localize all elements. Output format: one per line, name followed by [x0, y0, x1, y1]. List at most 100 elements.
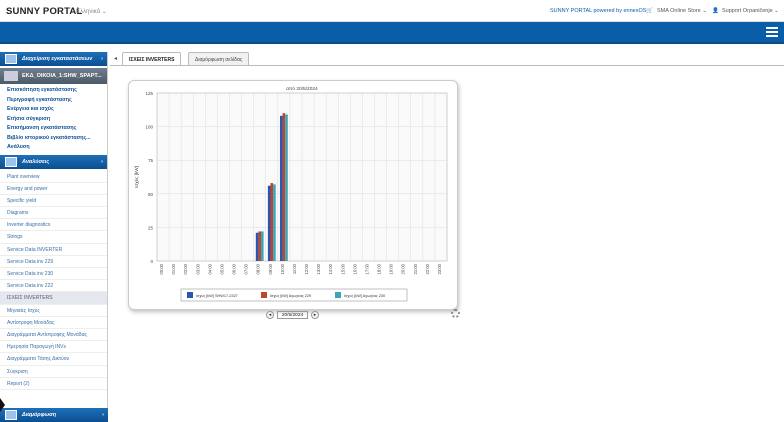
chart-panel: 0 25 50 75 100 125 από 20/5/2024 Ισχύς [kW] 00:0… [128, 80, 458, 310]
language-select[interactable]: Ελληνικά ⌄ [76, 9, 107, 15]
sidebar-analysis-item[interactable]: Μηνιαίες Ισχύς [0, 305, 107, 317]
x-tick-label: 19:00 [389, 263, 394, 274]
plant-icon [4, 71, 18, 81]
legend-label: Ισχύς [kW] Αγωγέας 229 [270, 294, 311, 298]
hamburger-menu-icon[interactable] [766, 27, 778, 37]
chart-title: από 20/5/2024 [286, 85, 318, 92]
chart-settings-gear-icon[interactable] [451, 309, 460, 318]
powered-by-link[interactable]: SUNNY PORTAL powered by ennexOS [550, 8, 647, 14]
legend-swatch [335, 292, 341, 298]
sidebar-analysis-item[interactable]: Report (2) [0, 378, 107, 390]
y-tick-label: 25 [148, 225, 154, 230]
sidebar-section-analyses[interactable]: Αναλύσεις › [0, 154, 107, 169]
sidebar-analyses-list: Plant overview Energy and power Specific y… [0, 171, 107, 390]
x-tick-label: 09:00 [268, 263, 273, 274]
bar-2 [270, 183, 274, 261]
sidebar-analysis-item[interactable]: Inverter diagnostics [0, 219, 107, 232]
date-field[interactable]: 20/5/2024 [277, 311, 308, 319]
sidebar-analysis-item[interactable]: Service Data inv 222 [0, 280, 107, 293]
sidebar-analysis-item[interactable]: Σύγκριση [0, 366, 107, 378]
sidebar-nav-item[interactable]: Ενέργεια και ισχύς [7, 106, 54, 112]
sidebar-section-configuration[interactable]: Διαμόρφωση › [0, 408, 108, 422]
x-tick-label: 15:00 [340, 263, 345, 274]
y-tick-label: 50 [148, 192, 154, 197]
sidebar-analysis-item[interactable]: Specific yield [0, 195, 107, 208]
sidebar-analysis-item[interactable]: Service Data inv 230 [0, 268, 107, 281]
x-tick-label: 05:00 [219, 263, 224, 274]
bar-1 [267, 185, 271, 261]
tab-divider [110, 65, 784, 66]
mouse-cursor-icon [0, 398, 5, 412]
sidebar-analysis-item[interactable]: Διαγράμματα Αντίστροφης Μονάδας [0, 329, 107, 342]
y-axis-label: Ισχύς [kW] [133, 166, 139, 188]
sidebar-analysis-item[interactable]: Plant overview [0, 171, 107, 183]
bar-2 [258, 231, 262, 261]
bar-1 [279, 115, 283, 262]
x-tick-label: 02:00 [183, 263, 188, 274]
top-bar: SUNNY PORTAL Ελληνικά ⌄ SUNNY PORTAL pow… [0, 0, 784, 22]
x-tick-label: 06:00 [232, 263, 237, 274]
tab-inverter-power[interactable]: ΙΣΧΕΙΣ INVERTERS [122, 52, 182, 66]
x-tick-label: 21:00 [413, 263, 418, 274]
sidebar-analysis-item[interactable]: Διαγράμματα Τάσης Δικτύου [0, 353, 107, 366]
sidebar-analysis-item[interactable]: Energy and power [0, 183, 107, 195]
sidebar: Διαχείριση εγκαταστάσεων › ΕΚΔ_ΟΙΚΟΙΑ_1:… [0, 52, 108, 422]
bar-1 [255, 232, 259, 261]
sidebar-nav-item[interactable]: Ετήσια σύγκριση [7, 115, 51, 122]
x-tick-label: 20:00 [401, 263, 406, 274]
chevron-icon: › [102, 412, 104, 418]
x-tick-label: 00:00 [159, 263, 164, 274]
x-tick-label: 11:00 [292, 263, 297, 274]
sidebar-plant-header[interactable]: ΕΚΔ_ΟΙΚΟΙΑ_1:SHW_SPAPT... [0, 68, 107, 84]
sidebar-analysis-item[interactable]: Strings [0, 231, 107, 244]
x-tick-label: 01:00 [171, 263, 176, 274]
chevron-icon: › [101, 158, 103, 165]
user-menu[interactable]: Support Ограničenje ⌄ [722, 8, 779, 14]
navigation-bar [0, 22, 784, 44]
x-tick-label: 13:00 [316, 263, 321, 274]
sidebar-analysis-item[interactable]: Diagrams [0, 207, 107, 220]
bar-2 [282, 113, 286, 261]
x-tick-label: 07:00 [244, 263, 249, 274]
y-tick-label: 75 [148, 158, 154, 163]
sidebar-nav-item[interactable]: Επισήμανση εγκατάστασης [7, 125, 77, 131]
sidebar-analysis-item[interactable]: Αντίστροφη Μονάδας [0, 317, 107, 329]
x-tick-label: 04:00 [207, 263, 212, 274]
bar-3 [261, 231, 264, 261]
y-tick-label: 125 [145, 91, 153, 96]
sidebar-section-plant-management[interactable]: Διαχείριση εγκαταστάσεων › [0, 52, 107, 66]
legend-label: Ισχύς [kW] SHW17-2327 [196, 294, 238, 298]
cart-icon[interactable]: 🛒 [646, 8, 653, 14]
previous-day-button[interactable]: ◂ [266, 311, 274, 319]
legend-box [180, 288, 408, 302]
sidebar-nav-item[interactable]: Ανάλυση [7, 144, 30, 150]
sidebar-nav-list: Επισκόπηση εγκατάστασης Περιγραφή εγκατάσ… [0, 86, 107, 153]
tab-page-configuration[interactable]: Διαμόρφωση σελίδας [188, 52, 250, 66]
user-icon[interactable]: 👤 [712, 8, 719, 14]
x-tick-label: 12:00 [304, 263, 309, 274]
sidebar-nav-item[interactable]: Βιβλίο ιστορικού εγκατάστασης... [7, 134, 91, 141]
tabs-scroll-left-icon[interactable]: ◂ [114, 56, 118, 62]
brand-logo[interactable]: SUNNY PORTAL [6, 6, 83, 17]
online-store-link[interactable]: SMA Online Store ⌄ [657, 8, 707, 14]
next-day-button[interactable]: ▸ [311, 311, 319, 319]
power-chart: 0 25 50 75 100 125 από 20/5/2024 Ισχύς [kW] 00:0… [133, 85, 448, 302]
chevron-icon: › [101, 56, 103, 62]
x-tick-label: 22:00 [425, 263, 430, 274]
sidebar-analysis-item[interactable]: ΙΣΧΕΙΣ INVERTERS [0, 292, 107, 305]
legend-swatch [187, 292, 193, 298]
sidebar-analysis-item[interactable]: Service Data inv 229 [0, 256, 107, 268]
gear-icon [5, 410, 17, 420]
x-tick-label: 17:00 [364, 263, 369, 274]
sidebar-nav-item[interactable]: Περιγραφή εγκατάστασης [7, 96, 72, 103]
sidebar-analysis-item[interactable]: Ημερησία Παραγωγή INVs [0, 341, 107, 354]
y-tick-label: 0 [150, 259, 153, 264]
bar-3 [273, 184, 276, 261]
x-tick-label: 16:00 [352, 263, 357, 274]
sidebar-analysis-item[interactable]: Service Data INVERTER [0, 244, 107, 256]
legend-label: Ισχύς [kW] Αγωγέας 230 [344, 294, 385, 298]
x-tick-label: 08:00 [256, 263, 261, 274]
sidebar-nav-item[interactable]: Επισκόπηση εγκατάστασης [7, 87, 77, 93]
x-tick-label: 23:00 [437, 263, 442, 274]
